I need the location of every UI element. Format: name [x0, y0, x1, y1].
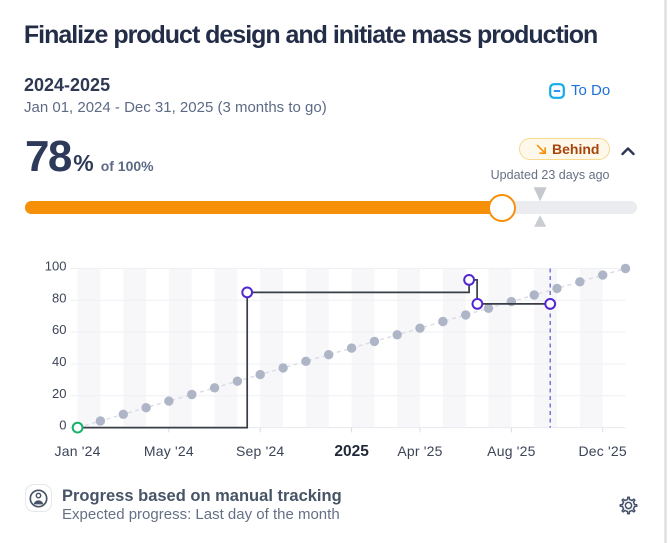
svg-text:Dec '25: Dec '25	[578, 443, 626, 459]
svg-text:40: 40	[52, 354, 66, 369]
svg-text:Sep '24: Sep '24	[236, 443, 284, 459]
svg-text:0: 0	[59, 418, 66, 433]
svg-text:100: 100	[45, 259, 67, 274]
svg-text:80: 80	[52, 290, 66, 305]
svg-text:60: 60	[52, 322, 66, 337]
svg-text:May '24: May '24	[144, 443, 194, 459]
svg-text:Jan '24: Jan '24	[55, 443, 101, 459]
svg-text:2025: 2025	[334, 443, 369, 460]
svg-text:Apr '25: Apr '25	[397, 443, 442, 459]
svg-text:Aug '25: Aug '25	[487, 443, 535, 459]
svg-text:20: 20	[52, 386, 66, 401]
